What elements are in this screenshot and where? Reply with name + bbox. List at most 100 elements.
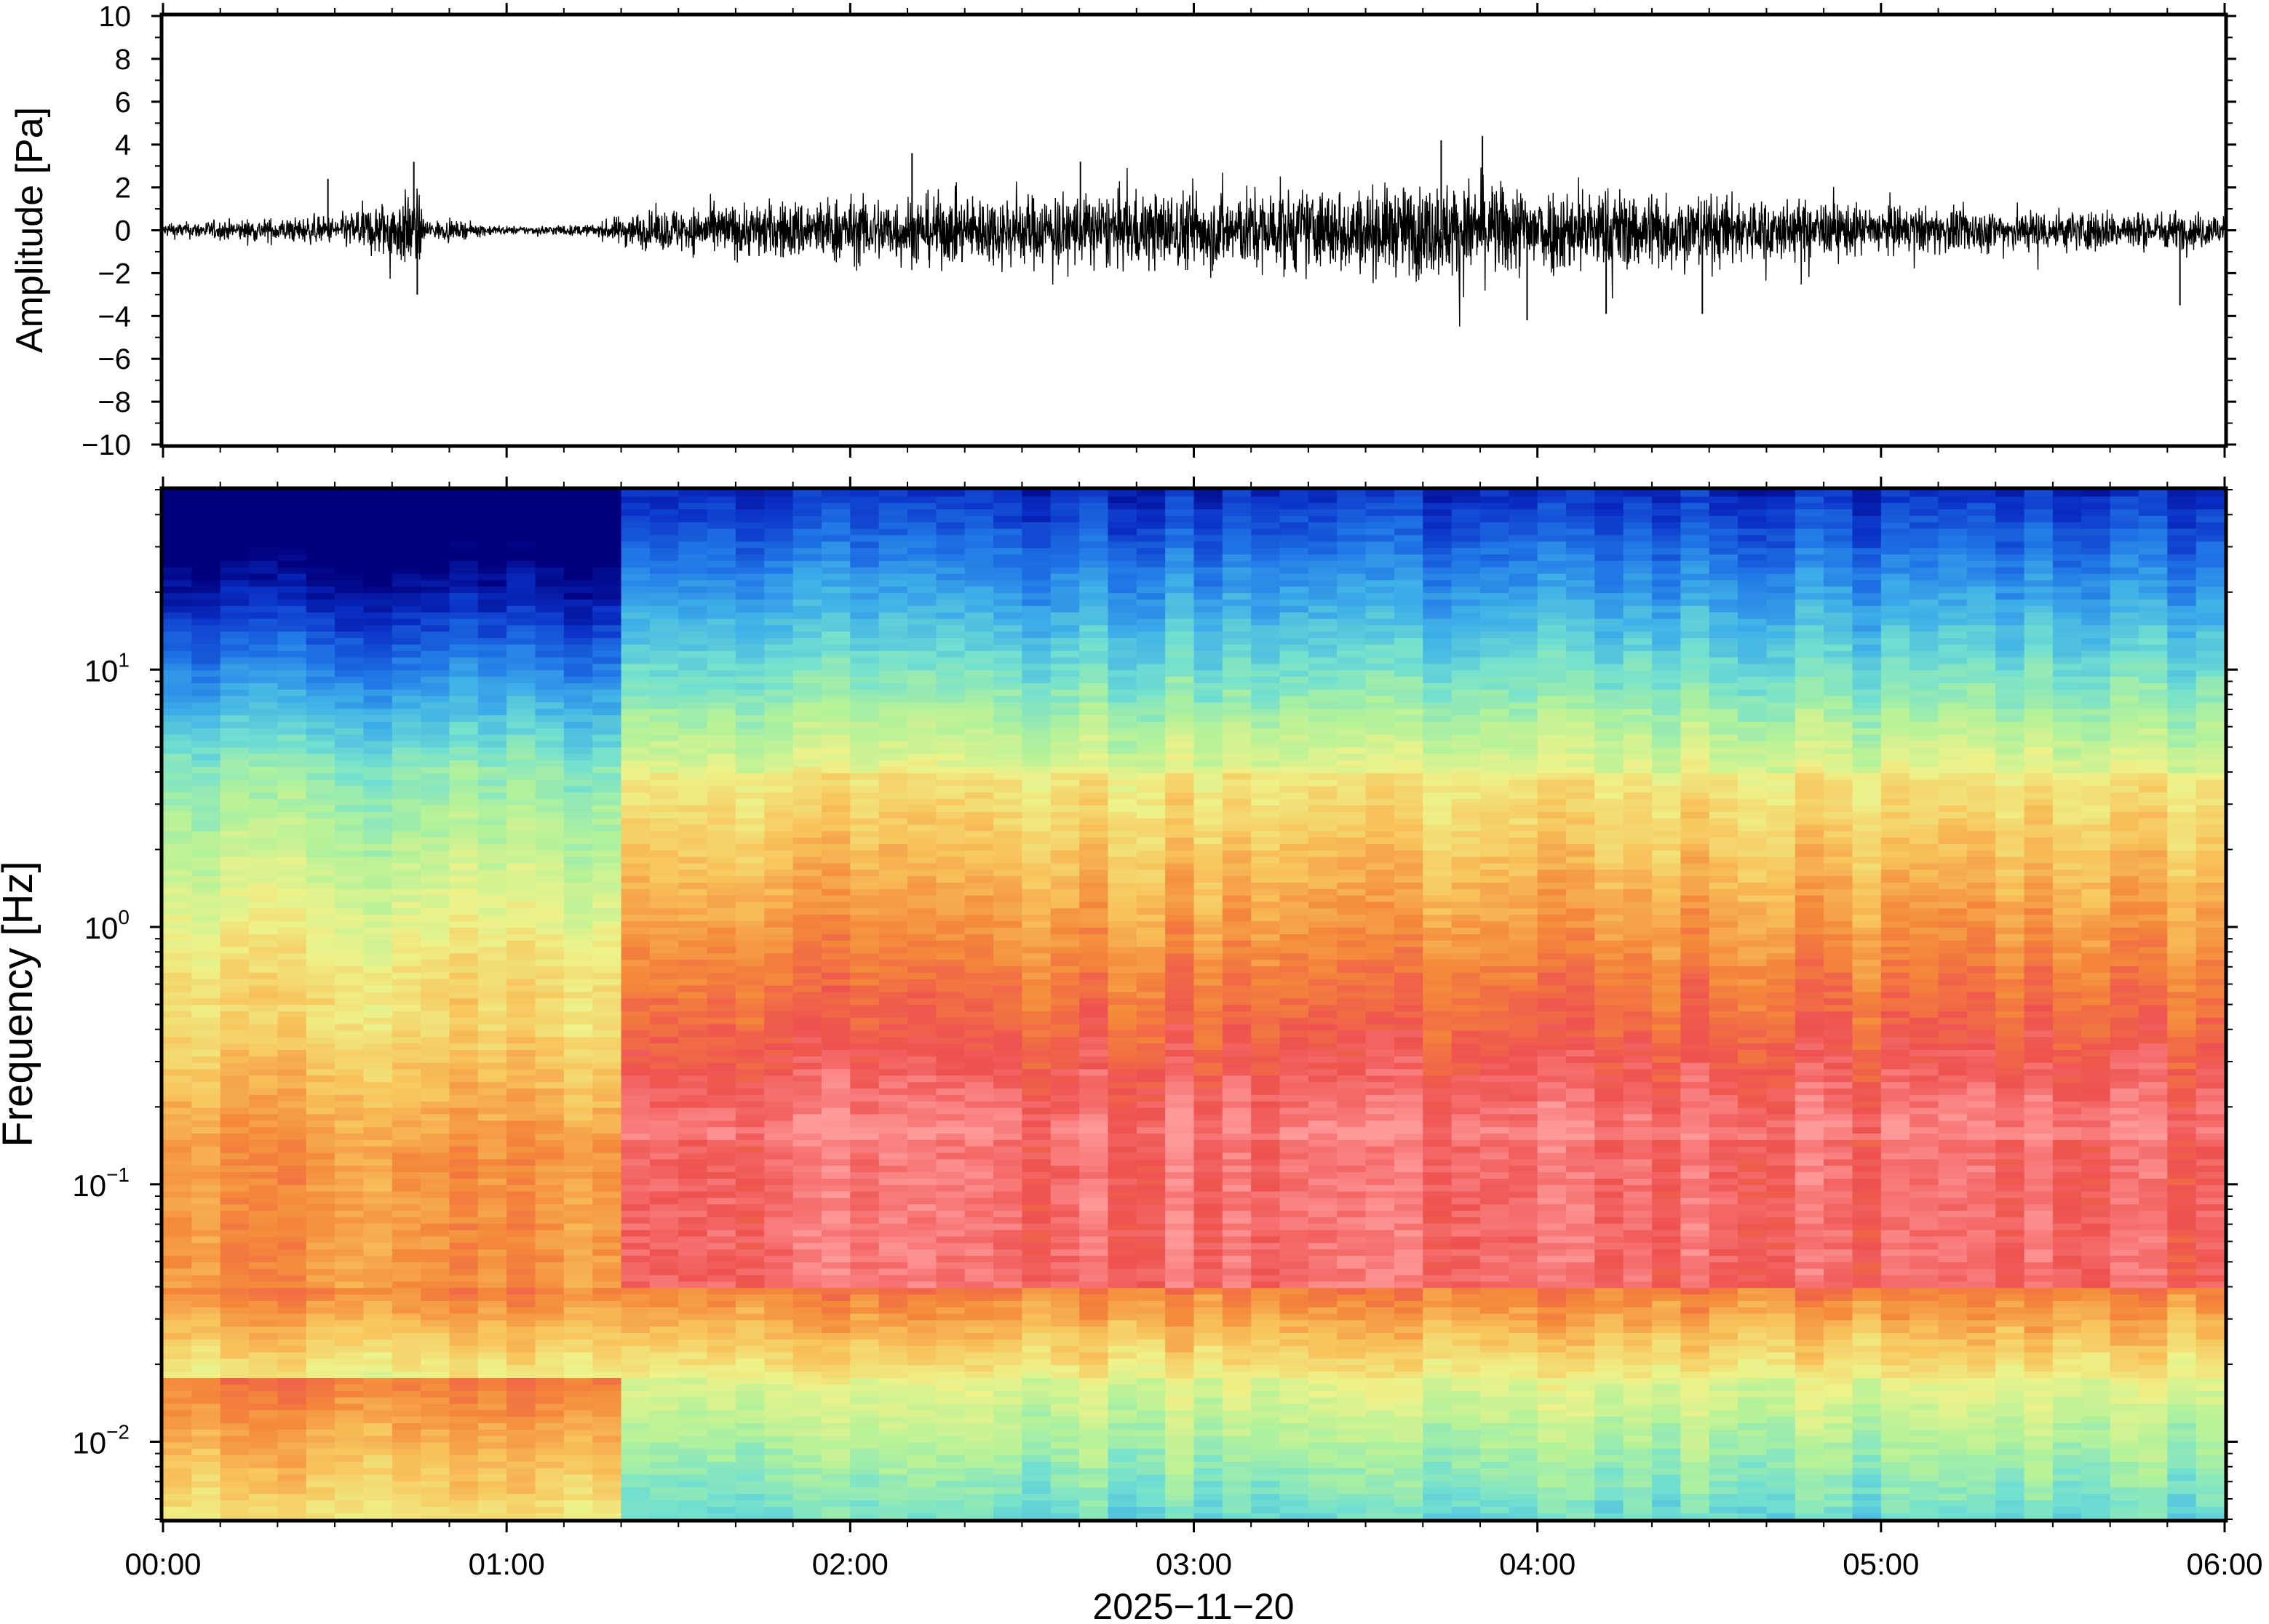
spectrogram-cell	[993, 1158, 1023, 1166]
spectrogram-cell	[821, 1165, 851, 1173]
spectrogram-cell	[821, 1377, 851, 1385]
spectrogram-cell	[936, 837, 966, 844]
spectrogram-cell	[850, 1190, 880, 1198]
spectrogram-cell	[363, 650, 393, 658]
spectrogram-cell	[649, 1017, 679, 1024]
spectrogram-cell	[163, 534, 192, 542]
spectrogram-cell	[678, 888, 708, 896]
spectrogram-cell	[735, 1242, 765, 1250]
spectrogram-cell	[878, 1352, 908, 1359]
spectrogram-cell	[1022, 1262, 1052, 1269]
spectrogram-cell	[907, 689, 937, 696]
spectrogram-cell	[335, 650, 365, 658]
spectrogram-cell	[535, 1358, 565, 1366]
spectrogram-cell	[191, 682, 221, 690]
spectrogram-cell	[792, 502, 822, 510]
spectrogram-cell	[363, 1255, 393, 1262]
spectrogram-cell	[335, 1081, 365, 1089]
spectrogram-cell	[649, 631, 679, 638]
spectrogram-cell	[792, 824, 822, 832]
spectrogram-cell	[249, 1043, 278, 1050]
spectrogram-cell	[335, 1513, 365, 1519]
spectrogram-cell	[249, 1416, 278, 1423]
spectrogram-cell	[764, 624, 794, 632]
spectrogram-cell	[477, 1230, 507, 1237]
spectrogram-cell	[421, 696, 450, 703]
spectrogram-cell	[306, 934, 335, 941]
spectrogram-cell	[649, 914, 679, 922]
spectrogram-cell	[249, 1287, 278, 1295]
spectrogram-cell	[449, 1268, 479, 1275]
spectrogram-cell	[477, 1436, 507, 1443]
spectrogram-cell	[907, 1255, 937, 1262]
spectrogram-cell	[878, 1313, 908, 1321]
spectrogram-cell	[191, 1190, 221, 1198]
spectrogram-cell	[907, 1094, 937, 1102]
spectrogram-cell	[191, 1300, 221, 1307]
spectrogram-cell	[563, 490, 593, 497]
spectrogram-cell	[907, 1326, 937, 1334]
spectrogram-cell	[306, 1075, 335, 1083]
spectrogram-cell	[563, 979, 593, 986]
spectrogram-cell	[878, 1230, 908, 1237]
spectrogram-cell	[764, 528, 794, 536]
spectrogram-cell	[764, 541, 794, 549]
spectrogram-cell	[764, 779, 794, 787]
spectrogram-cell	[535, 1268, 565, 1275]
spectrogram-cell	[306, 850, 335, 857]
spectrogram-cell	[363, 1223, 393, 1230]
spectrogram-cell	[907, 1139, 937, 1147]
spectrogram-cell	[306, 1441, 335, 1449]
spectrogram-cell	[277, 1339, 307, 1346]
spectrogram-cell	[335, 689, 365, 696]
spectrogram-cell	[621, 946, 651, 954]
spectrogram-cell	[764, 618, 794, 626]
spectrogram-cell	[850, 1152, 880, 1160]
spectrogram-cell	[163, 522, 192, 529]
spectrogram-cell	[477, 888, 507, 896]
spectrogram-cell	[621, 1230, 651, 1237]
spectrogram-cell	[277, 1081, 307, 1089]
spectrogram-cell	[821, 1126, 851, 1134]
spectrogram-cell	[449, 1274, 479, 1282]
spectrogram-cell	[477, 1043, 507, 1050]
spectrogram-cell	[220, 862, 250, 870]
spectrogram-cell	[392, 966, 421, 973]
spectrogram-cell	[850, 1461, 880, 1468]
spectrogram-cell	[392, 1377, 421, 1385]
spectrogram-cell	[592, 753, 622, 761]
spectrogram-cell	[163, 715, 192, 722]
spectrogram-cell	[592, 895, 622, 902]
spectrogram-cell	[506, 792, 536, 800]
spectrogram-cell	[735, 1062, 765, 1070]
spectrogram-cell	[506, 869, 536, 877]
spectrogram-cell	[735, 734, 765, 741]
spectrogram-cell	[421, 490, 450, 497]
spectrogram-cell	[621, 798, 651, 805]
spectrogram-cell	[936, 715, 966, 722]
spectrogram-cell	[421, 1358, 450, 1366]
spectrogram-cell	[306, 1249, 335, 1256]
spectrogram-cell	[277, 940, 307, 947]
spectrogram-cell	[735, 1377, 765, 1385]
spectrogram-cell	[392, 624, 421, 632]
spectrogram-cell	[936, 1101, 966, 1108]
spectrogram-cell	[878, 721, 908, 728]
spectrogram-cell	[163, 1390, 192, 1398]
spectrogram-cell	[392, 805, 421, 812]
spectrogram-cell	[964, 1480, 994, 1488]
spectrogram-cell	[678, 605, 708, 613]
spectrogram-cell	[249, 1468, 278, 1475]
spectrogram-cell	[936, 1358, 966, 1366]
spectrogram-cell	[535, 515, 565, 522]
spectrogram-cell	[421, 669, 450, 677]
spectrogram-cell	[449, 1390, 479, 1398]
spectrogram-cell	[163, 895, 192, 902]
spectrogram-cell	[678, 1513, 708, 1519]
spectrogram-cell	[163, 1345, 192, 1353]
spectrogram-cell	[907, 1281, 937, 1289]
spectrogram-cell	[936, 1075, 966, 1083]
spectrogram-cell	[220, 1364, 250, 1372]
spectrogram-cell	[621, 1139, 651, 1147]
spectrogram-cell	[964, 818, 994, 825]
